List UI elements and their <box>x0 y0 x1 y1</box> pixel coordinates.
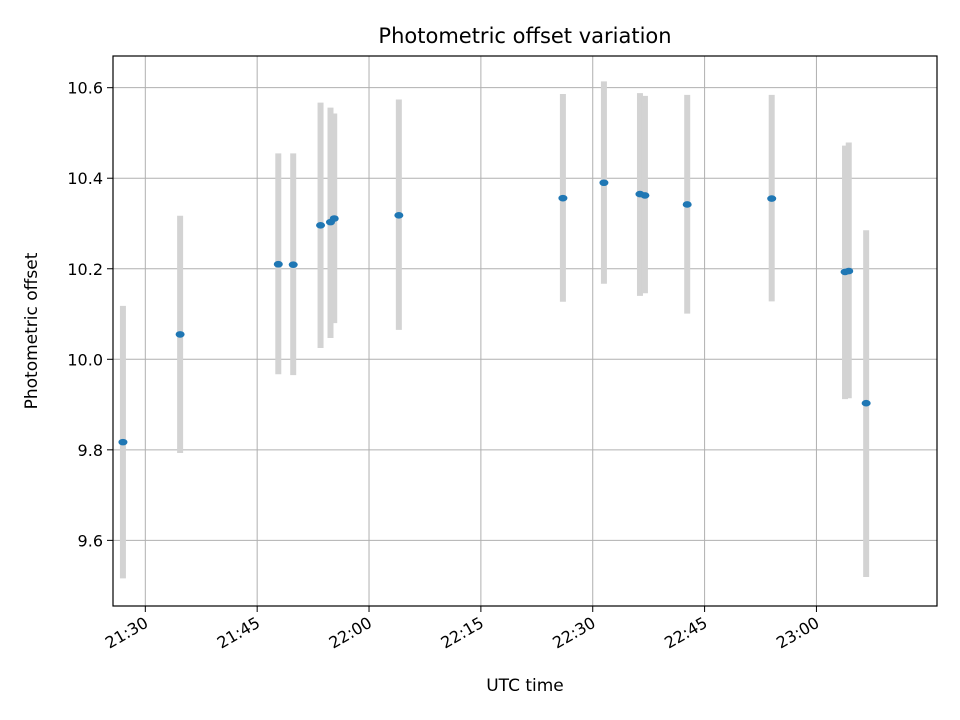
error-bars <box>119 81 870 579</box>
data-point <box>844 267 854 275</box>
grid <box>113 56 937 606</box>
x-tick-label: 21:45 <box>214 613 263 653</box>
data-point <box>273 260 283 268</box>
data-points <box>118 179 871 446</box>
data-point <box>682 201 692 208</box>
data-point <box>640 192 650 199</box>
data-point <box>558 194 568 202</box>
y-tick-label: 10.0 <box>67 350 103 369</box>
data-point <box>394 212 404 219</box>
data-point <box>599 179 609 187</box>
data-point <box>118 438 128 446</box>
data-point <box>175 331 185 338</box>
y-ticks: 9.6 9.8 10.0 10.2 10.4 10.6 <box>67 79 113 550</box>
data-point <box>316 222 326 229</box>
y-tick-label: 9.6 <box>78 531 103 550</box>
x-tick-label: 23:00 <box>773 613 822 653</box>
x-axis-label: UTC time <box>486 676 564 696</box>
x-ticks: 21:30 21:45 22:00 22:15 22:30 22:45 23:00 <box>102 606 822 653</box>
x-tick-label: 22:30 <box>549 613 598 653</box>
y-axis-label: Photometric offset <box>22 252 42 409</box>
data-point <box>329 215 339 222</box>
x-tick-label: 22:00 <box>326 613 375 653</box>
x-tick-label: 22:45 <box>661 613 710 653</box>
x-tick-label: 22:15 <box>437 613 486 653</box>
data-point <box>861 399 871 407</box>
plot-frame <box>112 55 938 607</box>
y-tick-label: 10.2 <box>67 260 103 279</box>
x-tick-label: 21:30 <box>102 613 151 653</box>
y-tick-label: 10.4 <box>67 169 103 188</box>
data-point <box>767 195 777 202</box>
y-tick-label: 9.8 <box>78 441 103 460</box>
y-tick-label: 10.6 <box>67 79 103 98</box>
chart-title: Photometric offset variation <box>378 24 671 48</box>
data-point <box>288 261 298 268</box>
